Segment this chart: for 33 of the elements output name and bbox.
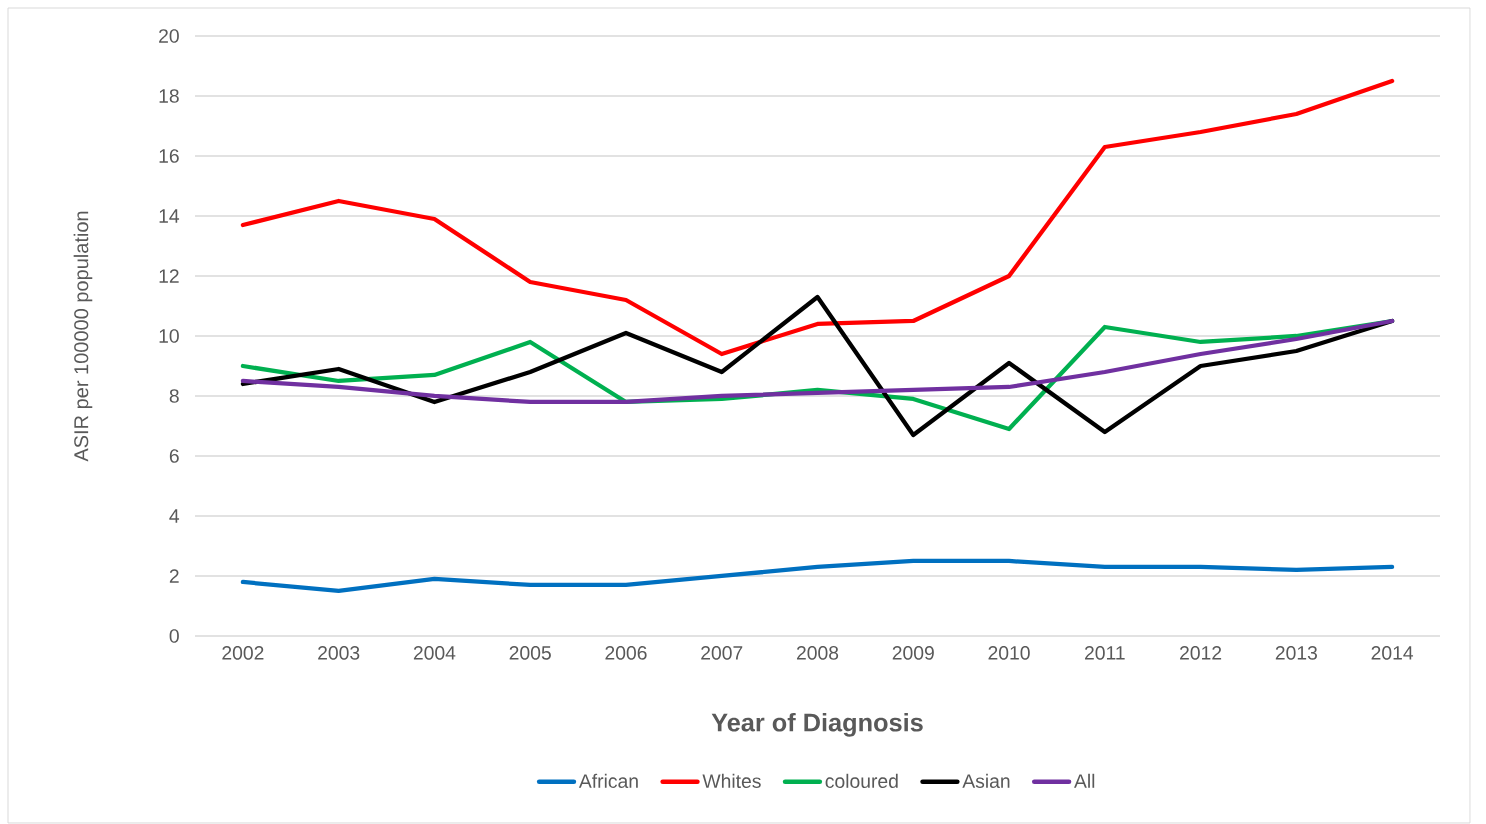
legend-label: African <box>578 773 638 788</box>
y-tick-label: 6 <box>169 449 179 463</box>
x-tick-label: 2011 <box>1085 646 1125 660</box>
x-axis-title: Year of Diagnosis <box>711 712 923 737</box>
y-tick-label: 12 <box>159 269 179 283</box>
y-tick-label: 4 <box>169 509 180 523</box>
legend-label: All <box>1074 773 1095 788</box>
y-tick-label: 10 <box>159 329 179 343</box>
legend-label: Whites <box>702 773 761 788</box>
x-tick-label: 2009 <box>892 646 934 660</box>
y-axis-title: ASIR per 100000 population <box>73 211 93 462</box>
y-tick-label: 8 <box>169 389 179 403</box>
line-series <box>240 78 1395 357</box>
x-tick-label: 2002 <box>222 646 264 660</box>
x-tick-label: 2005 <box>509 646 551 660</box>
legend-label: coloured <box>825 773 898 788</box>
y-tick-label: 2 <box>169 569 179 583</box>
x-tick-label: 2013 <box>1275 646 1317 660</box>
x-tick-label: 2010 <box>988 646 1030 660</box>
x-tick-label: 2003 <box>318 646 360 660</box>
line-series <box>240 558 1395 594</box>
x-tick-label: 2008 <box>796 646 839 660</box>
legend-label: Asian <box>962 773 1010 788</box>
y-tick-label: 0 <box>169 629 179 643</box>
x-tick-label: 2007 <box>701 646 743 660</box>
x-tick-label: 2004 <box>413 646 456 660</box>
y-tick-label: 16 <box>159 149 179 163</box>
x-tick-label: 2014 <box>1371 646 1414 660</box>
y-tick-label: 18 <box>159 89 179 103</box>
x-tick-label: 2012 <box>1180 646 1222 660</box>
y-tick-label: 20 <box>159 29 179 43</box>
y-tick-label: 14 <box>159 209 180 223</box>
x-tick-label: 2006 <box>605 646 647 660</box>
